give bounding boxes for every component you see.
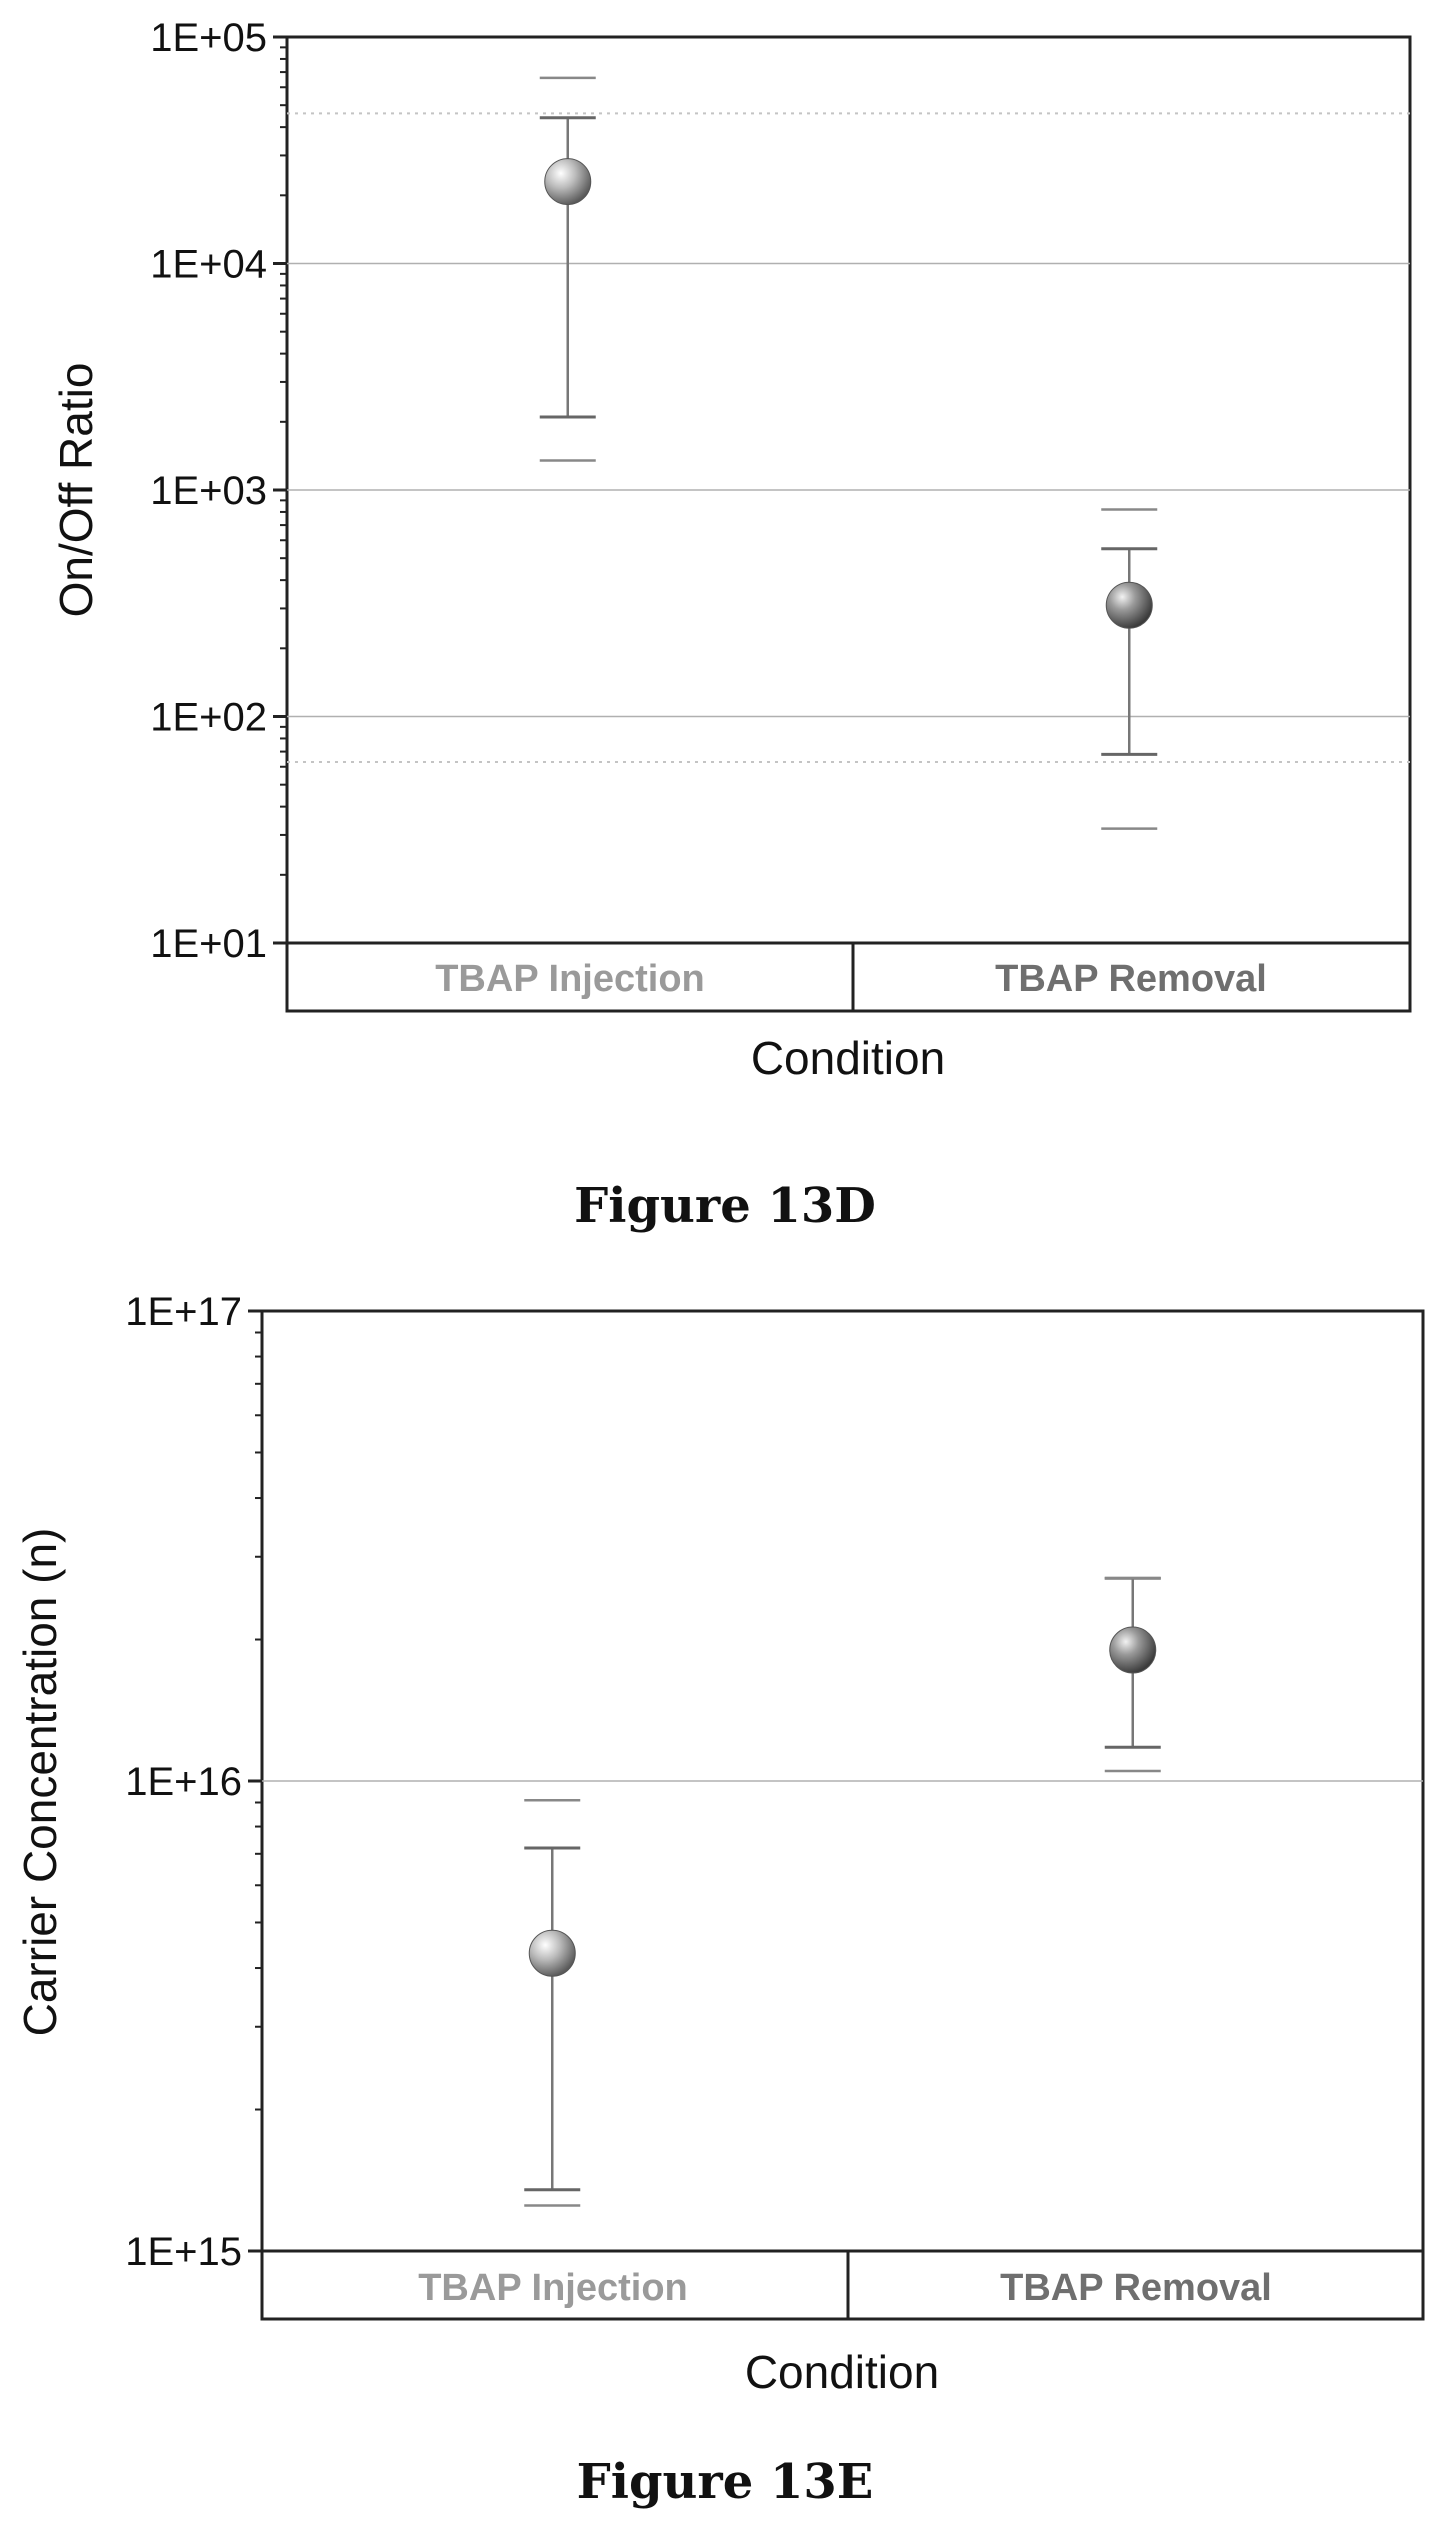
gridlines-13d	[287, 112, 1410, 763]
y-tick-label: 1E+01	[150, 922, 267, 966]
y-tick-label: 1E+15	[125, 2230, 242, 2274]
category-label: TBAP Removal	[995, 958, 1267, 1000]
category-box-13e	[260, 2249, 1425, 2321]
y-tick-label: 1E+16	[125, 1760, 242, 1804]
panel-13e: 1E+15 1E+16 1E+17 TBAP Injection TBAP Remo…	[14, 1290, 1425, 2510]
x-axis-title: Condition	[751, 1032, 945, 1084]
x-axis-title: Condition	[745, 2346, 939, 2398]
category-box-13d	[285, 941, 1412, 1013]
mean-marker	[528, 1929, 576, 1977]
y-ticks-13d: 1E+01 1E+02 1E+03 1E+04 1E+05	[150, 16, 287, 966]
category-label: TBAP Injection	[435, 958, 705, 1000]
y-tick-label: 1E+03	[150, 469, 267, 513]
mean-marker	[1109, 1626, 1157, 1674]
y-axis-title: Carrier Concentration (n)	[14, 1528, 66, 2037]
y-tick-label: 1E+02	[150, 696, 267, 740]
y-axis-title: On/Off Ratio	[50, 363, 102, 618]
figure-caption: Figure 13E	[577, 2454, 874, 2510]
data-marks-13d	[539, 76, 1158, 830]
mean-marker	[544, 158, 592, 206]
y-tick-label: 1E+05	[150, 16, 267, 60]
panel-13d: 1E+01 1E+02 1E+03 1E+04 1E+05 TBAP Injection…	[50, 16, 1412, 1234]
category-label: TBAP Injection	[418, 2267, 688, 2309]
y-ticks-13e: 1E+15 1E+16 1E+17	[125, 1290, 262, 2274]
figure-caption: Figure 13D	[574, 1178, 876, 1234]
y-tick-label: 1E+04	[150, 243, 267, 287]
category-label: TBAP Removal	[1000, 2267, 1272, 2309]
data-marks-13e	[524, 1576, 1161, 2207]
y-tick-label: 1E+17	[125, 1290, 242, 1334]
mean-marker	[1105, 581, 1153, 629]
